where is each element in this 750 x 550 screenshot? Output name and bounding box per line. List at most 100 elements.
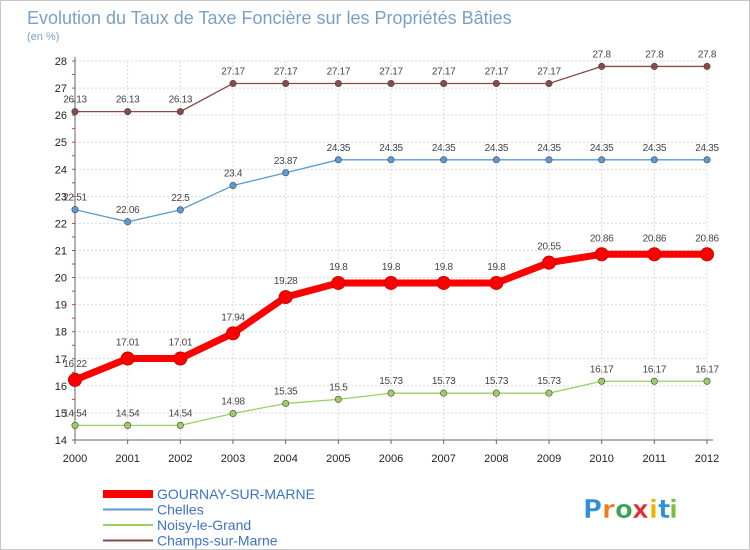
data-point (440, 156, 448, 164)
data-point (545, 389, 553, 397)
data-label: 15.73 (379, 376, 403, 387)
y-tick-label: 28 (55, 56, 67, 68)
logo-letter: r (602, 495, 615, 525)
data-point (124, 108, 132, 116)
data-label: 15.73 (537, 376, 561, 387)
data-point (282, 79, 290, 87)
y-tick-label: 21 (55, 246, 67, 258)
data-point (545, 156, 553, 164)
data-point (176, 108, 184, 116)
data-point (282, 399, 290, 407)
data-label: 14.54 (63, 408, 87, 419)
data-point (387, 156, 395, 164)
data-point (440, 79, 448, 87)
data-label: 20.86 (695, 233, 719, 244)
data-label: 16.17 (590, 364, 614, 375)
data-label: 22.5 (171, 193, 190, 204)
y-tick-label: 20 (55, 273, 67, 285)
data-point (647, 247, 662, 262)
data-label: 22.06 (116, 205, 140, 216)
y-tick-label: 14 (55, 435, 67, 447)
data-label: 24.35 (695, 143, 719, 154)
data-point (229, 409, 237, 417)
data-label: 23.87 (274, 156, 298, 167)
data-label: 17.01 (116, 338, 140, 349)
x-tick-label: 2003 (221, 453, 245, 465)
data-label: 26.13 (63, 95, 87, 106)
series-chelles: 22.51 22.06 22.5 23.4 23.87 24.35 24.35 24.35 24… (63, 143, 720, 226)
data-label: 14.98 (221, 396, 245, 407)
data-point (650, 62, 658, 70)
data-point (124, 218, 132, 226)
data-label: 15.73 (485, 376, 509, 387)
series-champs-sur-marne: 26.13 26.13 26.13 27.17 27.17 27.17 27.17 27.17… (63, 49, 717, 116)
data-point (229, 182, 237, 190)
y-tick-label: 26 (55, 110, 67, 122)
data-point (71, 421, 79, 429)
data-label: 20.86 (590, 233, 614, 244)
data-point (545, 79, 553, 87)
y-tick-label: 18 (55, 327, 67, 339)
data-label: 24.35 (432, 143, 456, 154)
data-label: 24.35 (643, 143, 667, 154)
y-tick-label: 17 (55, 354, 67, 366)
y-tick-label: 27 (55, 83, 67, 95)
x-tick-label: 2008 (484, 453, 508, 465)
data-label: 27.17 (485, 66, 509, 77)
data-point (334, 79, 342, 87)
data-point (387, 389, 395, 397)
data-point (700, 247, 714, 262)
data-label: 27.17 (379, 66, 403, 77)
y-tick-label: 15 (55, 408, 67, 420)
x-tick-label: 2009 (537, 453, 561, 465)
data-point (492, 79, 500, 87)
data-point (124, 421, 132, 429)
data-point (436, 275, 451, 290)
data-point (598, 156, 606, 164)
logo-letter: x (632, 495, 649, 525)
data-point (278, 290, 293, 305)
data-label: 19.8 (382, 262, 401, 273)
series-gournay-sur-marne: 16.22 17.01 17.01 17.94 19.28 19.8 19.8 19.8 19.… (63, 233, 720, 387)
data-label: 24.35 (379, 143, 403, 154)
data-label: 19.8 (487, 262, 506, 273)
data-label: 26.13 (116, 95, 140, 106)
x-tick-label: 2010 (589, 453, 613, 465)
data-label: 20.55 (537, 242, 561, 253)
data-point (282, 169, 290, 177)
series-noisy-le-grand: 14.54 14.54 14.54 14.98 15.35 15.5 15.73 15.73 1… (63, 364, 720, 429)
legend-label: GOURNAY-SUR-MARNE (157, 486, 315, 502)
data-label: 23.4 (224, 169, 243, 180)
data-label: 27.17 (432, 66, 456, 77)
x-tick-label: 2000 (63, 453, 87, 465)
data-point (650, 377, 658, 385)
data-label: 17.94 (221, 312, 245, 323)
data-label: 24.35 (327, 143, 351, 154)
data-point (334, 156, 342, 164)
data-point (489, 275, 504, 290)
data-point (120, 351, 135, 366)
x-tick-label: 2006 (379, 453, 403, 465)
data-label: 19.28 (274, 276, 298, 287)
logo-letter: t (658, 495, 670, 525)
data-label: 27.17 (327, 66, 351, 77)
data-point (384, 275, 398, 290)
y-tick-label: 24 (55, 164, 67, 176)
data-label: 27.8 (645, 49, 664, 60)
data-label: 27.8 (593, 49, 612, 60)
data-point (334, 395, 342, 403)
chart-title: Evolution du Taux de Taxe Foncière sur l… (27, 8, 512, 28)
data-point (492, 156, 500, 164)
legend: GOURNAY-SUR-MARNEChellesNoisy-le-GrandCh… (103, 486, 315, 549)
data-point (492, 389, 500, 397)
legend-label: Noisy-le-Grand (157, 517, 251, 533)
x-tick-label: 2001 (115, 453, 139, 465)
data-label: 19.8 (435, 262, 454, 273)
y-tick-label: 19 (55, 300, 67, 312)
logo-letter: i (649, 495, 658, 525)
data-point (176, 421, 184, 429)
data-label: 26.13 (169, 95, 193, 106)
